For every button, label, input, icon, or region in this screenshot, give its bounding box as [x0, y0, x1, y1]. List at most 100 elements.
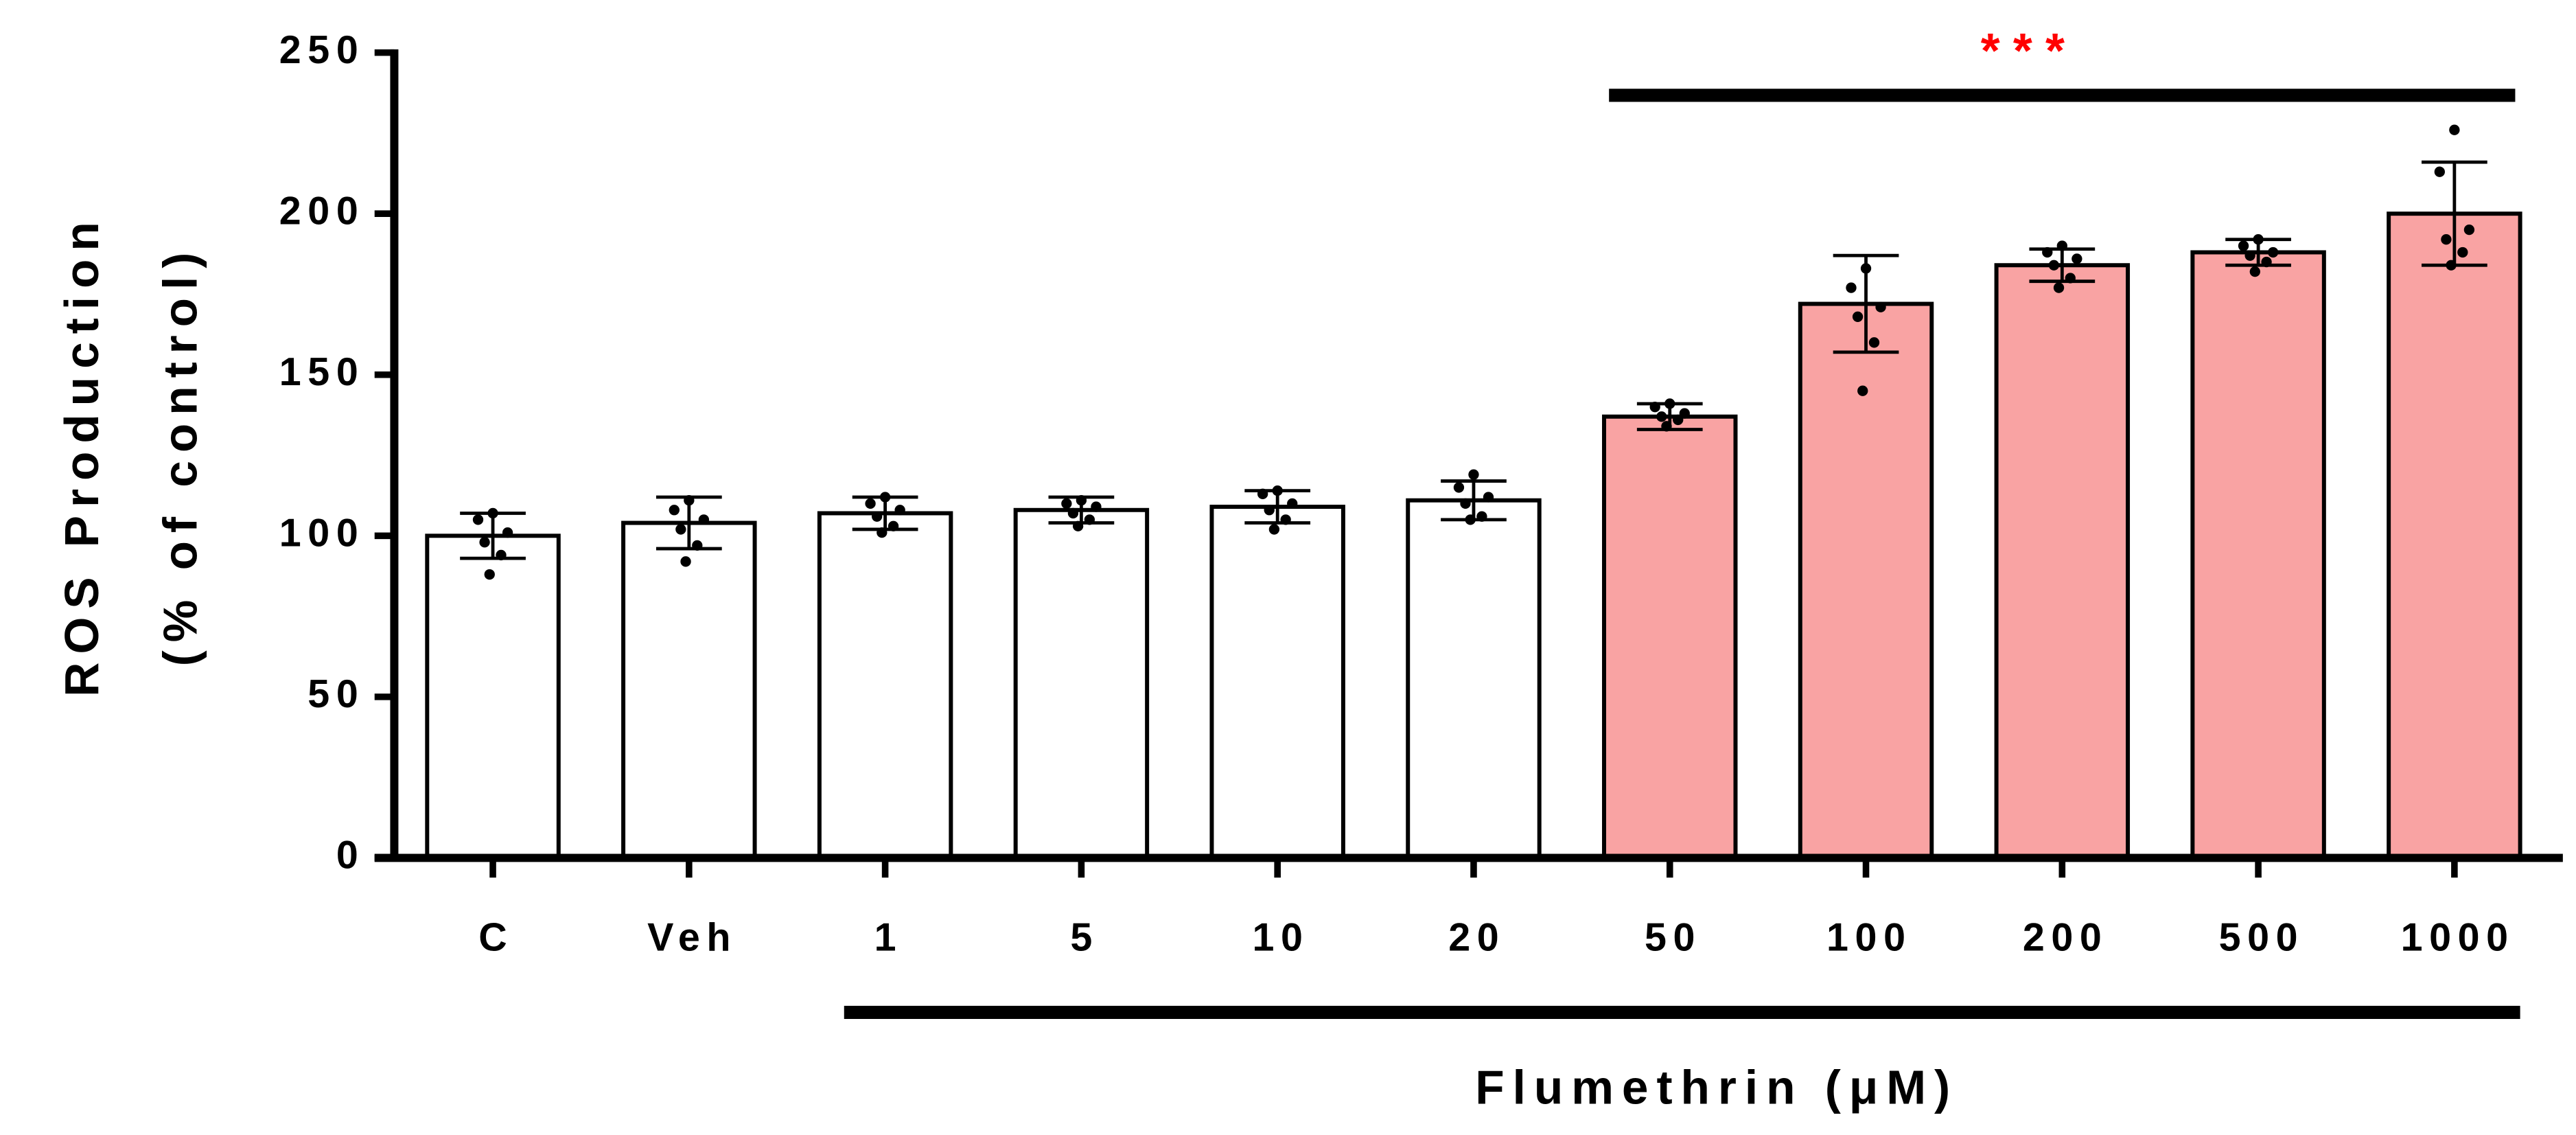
bar — [817, 511, 953, 860]
data-point — [1264, 505, 1275, 516]
data-point — [887, 520, 899, 531]
x-tick-label: 20 — [1448, 915, 1505, 959]
data-point — [1860, 263, 1872, 274]
x-tick-label: 50 — [1645, 915, 1702, 959]
data-point — [1673, 414, 1684, 426]
y-tick-label: 50 — [308, 672, 364, 716]
data-point — [2042, 247, 2053, 258]
data-point — [698, 514, 710, 525]
data-point — [894, 505, 905, 516]
data-point — [1272, 485, 1283, 496]
bar — [2190, 250, 2326, 860]
data-point — [479, 537, 490, 548]
data-point — [2261, 256, 2272, 268]
data-point — [472, 514, 484, 525]
data-point — [496, 549, 507, 561]
bar — [1602, 414, 1738, 860]
data-point — [680, 556, 691, 567]
data-point — [502, 527, 513, 538]
data-point — [2457, 247, 2468, 258]
data-point — [2446, 260, 2457, 271]
data-point — [1483, 492, 1494, 503]
x-tick-label: 500 — [2219, 915, 2305, 959]
y-tick-label: 250 — [279, 28, 365, 72]
data-point — [1656, 411, 1667, 422]
data-point — [487, 507, 498, 519]
x-tick-label: 10 — [1252, 915, 1309, 959]
x-tick-label: 5 — [1070, 915, 1099, 959]
data-point — [2249, 266, 2260, 277]
x-tick-label: 1000 — [2401, 915, 2515, 959]
data-point — [484, 569, 495, 580]
x-tick-label: 1 — [874, 915, 903, 959]
data-point — [2048, 260, 2060, 271]
data-point — [1061, 498, 1072, 509]
data-point — [1268, 524, 1280, 535]
data-point — [2072, 253, 2082, 264]
data-point — [1465, 514, 1476, 525]
data-point — [1468, 469, 1479, 480]
data-point — [1257, 488, 1268, 499]
y-axis-title: ROS Production — [55, 214, 108, 697]
x-tick-label: Veh — [647, 915, 737, 959]
bar — [425, 534, 561, 860]
data-point — [1661, 421, 1672, 432]
data-point — [1076, 495, 1087, 506]
data-point — [1664, 398, 1675, 409]
significance-label: *** — [1981, 23, 2078, 78]
data-point — [692, 540, 703, 551]
data-point — [1091, 501, 1102, 512]
data-point — [2065, 273, 2076, 284]
data-point — [871, 511, 883, 522]
data-point — [2253, 234, 2264, 245]
data-point — [1280, 514, 1291, 525]
bar — [1994, 263, 2131, 860]
data-point — [877, 527, 887, 538]
x-tick-label: 100 — [1826, 915, 1912, 959]
data-point — [684, 495, 695, 506]
data-point — [1084, 514, 1095, 525]
bar — [621, 520, 757, 860]
y-tick-label: 150 — [279, 350, 365, 394]
data-point — [1679, 408, 1690, 419]
data-point — [1649, 401, 1660, 413]
data-point — [1067, 507, 1079, 519]
data-point — [879, 492, 891, 503]
data-point — [1852, 311, 1864, 322]
data-point — [1453, 482, 1465, 493]
data-point — [1857, 385, 1868, 396]
data-point — [1846, 282, 1857, 293]
x-tick-label: 200 — [2023, 915, 2109, 959]
data-point — [1875, 301, 1886, 312]
data-point — [2056, 240, 2067, 251]
data-point — [865, 498, 876, 509]
data-point — [2238, 240, 2249, 251]
bar — [1798, 301, 1934, 860]
data-point — [1868, 337, 1880, 348]
data-point — [2463, 224, 2475, 236]
y-axis-subtitle: (% of control) — [153, 244, 207, 667]
data-point — [1460, 498, 1471, 509]
data-point — [1072, 520, 1084, 531]
data-point — [2244, 250, 2255, 261]
bar — [1013, 507, 1150, 860]
y-tick-label: 0 — [336, 834, 365, 878]
data-point — [2441, 234, 2452, 245]
bar — [1406, 498, 1542, 860]
y-tick-label: 200 — [279, 189, 365, 233]
data-point — [2053, 282, 2065, 293]
data-point — [2267, 247, 2279, 258]
data-point — [1287, 498, 1298, 509]
y-tick-label: 100 — [279, 511, 365, 555]
data-point — [669, 505, 680, 516]
data-point — [2434, 166, 2445, 177]
x-tick-label: C — [478, 915, 513, 959]
bar — [1209, 505, 1345, 860]
data-point — [2449, 124, 2460, 135]
data-point — [675, 524, 686, 535]
x-axis-title: Flumethrin (μM) — [1475, 1061, 1958, 1114]
data-point — [1476, 511, 1487, 522]
bar — [2387, 211, 2522, 860]
